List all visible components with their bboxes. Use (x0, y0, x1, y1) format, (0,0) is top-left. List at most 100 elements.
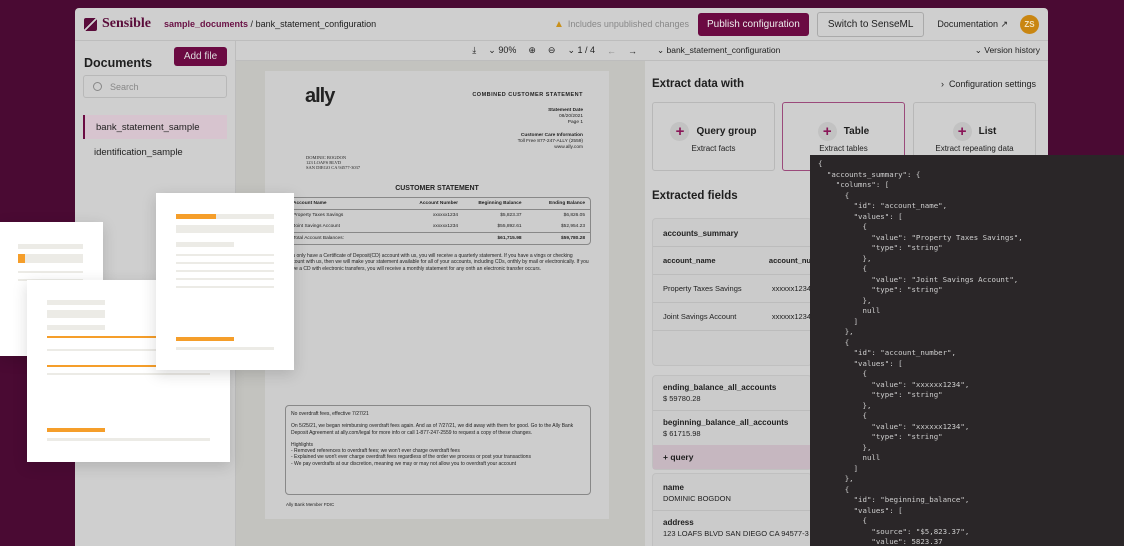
breadcrumb-parent[interactable]: sample_documents (164, 19, 249, 29)
avatar[interactable]: ZS (1020, 14, 1039, 34)
highlights-label: Highlights (291, 442, 313, 449)
cell: Property Taxes Savings (663, 284, 742, 293)
td: xxxxxx1234 (432, 224, 459, 229)
documents-sidebar: Documents Add file Search bank_statement… (75, 41, 236, 546)
documentation-link[interactable]: Documentation ↗ (937, 18, 1008, 29)
publish-button[interactable]: Publish configuration (697, 12, 809, 36)
th: Account Name (293, 201, 327, 206)
col-header: account_name (663, 256, 716, 265)
zoom-select[interactable]: ⌄ 90% (488, 45, 517, 55)
configuration-settings[interactable]: › Configuration settings (940, 79, 1036, 89)
notice-box: No overdraft fees, effective 7/27/21 On … (285, 405, 591, 495)
sensible-logo-icon (84, 17, 97, 31)
brand-name: Sensible (102, 16, 152, 31)
field-key: name (663, 483, 684, 492)
plus-icon: + (952, 122, 972, 141)
bullet: - Explained we won't ever charge overdra… (291, 454, 531, 461)
breadcrumb-sep: / (248, 19, 256, 29)
card-sub: Extract repeating data (935, 144, 1014, 153)
addr-line: 123 LOAFS BLVD (306, 160, 342, 165)
card-title: List (978, 126, 997, 137)
add-file-button[interactable]: Add file (174, 47, 227, 66)
info-fields-card: name DOMINIC BOGDON address 123 LOAFS BLVD… (652, 473, 812, 546)
notice-body: On 5/25/21, we began reimbursing overdra… (291, 423, 574, 436)
page-label: Page 1 (567, 120, 583, 125)
document-page: ally COMBINED CUSTOMER STATEMENT Stateme… (265, 71, 609, 519)
field-key: beginning_balance_all_accounts (663, 418, 789, 427)
th: Ending Balance (549, 201, 586, 206)
brand-logo[interactable]: Sensible (84, 16, 151, 32)
addr-line: DOMINIC BOGDON (306, 155, 347, 160)
next-page-icon[interactable]: → (628, 45, 637, 56)
config-bar: ⌄ bank_statement_configuration ⌄ Version … (645, 41, 1048, 61)
breadcrumb: sample_documents / bank_statement_config… (164, 19, 376, 29)
table-card[interactable]: + Table Extract tables (782, 102, 905, 171)
viewer-toolbar: ⤓ ⌄ 90% ⊕ ⊖ ⌄ 1 / 4 ← → (236, 41, 645, 61)
statement-title: COMBINED CUSTOMER STATEMENT (472, 92, 583, 98)
config-panel: ⌄ bank_statement_configuration ⌄ Version … (645, 41, 1048, 546)
config-settings-label: Configuration settings (948, 79, 1036, 89)
td (395, 236, 458, 241)
site: www.ally.com (554, 145, 583, 150)
page-value: 1 / 4 (577, 45, 595, 55)
balance-fields-card: ending_balance_all_accounts $ 59780.28 be… (652, 375, 812, 470)
td: Joint Savings Account (293, 224, 340, 229)
file-item[interactable]: bank_statement_sample (83, 115, 227, 139)
td: $61,715.98 (497, 236, 522, 241)
config-name: bank_statement_configuration (666, 45, 781, 55)
sidebar-title: Documents (84, 56, 153, 70)
card-sub: Extract tables (819, 144, 868, 153)
td: $59,780.28 (561, 236, 586, 241)
page-select[interactable]: ⌄ 1 / 4 (567, 45, 595, 55)
file-item[interactable]: identification_sample (94, 146, 183, 158)
th: Account Number (419, 201, 459, 206)
accounts-summary-card[interactable]: accounts_summary account_name account_nu … (652, 218, 812, 366)
field-value: $ 61715.98 (663, 429, 701, 438)
top-bar: Sensible sample_documents / bank_stateme… (75, 8, 1048, 41)
date: 08/20/2021 (558, 114, 583, 119)
prev-page-icon[interactable]: ← (607, 45, 616, 56)
td: $5,823.37 (500, 213, 522, 218)
zoom-in-icon[interactable]: ⊕ (528, 45, 536, 55)
config-select[interactable]: ⌄ bank_statement_configuration (657, 45, 781, 55)
table-name: accounts_summary (653, 219, 811, 247)
tollfree: Toll Free 877-247-ALLY (2559) (517, 139, 583, 144)
section-title: CUSTOMER STATEMENT (395, 185, 479, 192)
decorative-doc-card (156, 193, 294, 370)
statement-date-block: Statement Date 08/20/2021 Page 1 (548, 108, 583, 126)
version-history[interactable]: ⌄ Version history (974, 45, 1040, 55)
add-query-button[interactable]: + query (653, 445, 811, 469)
address-block: DOMINIC BOGDON 123 LOAFS BLVD SAN DIEGO CA… (306, 155, 360, 170)
zoom-out-icon[interactable]: ⊖ (547, 45, 556, 55)
cell: xxxxxx1234 (771, 312, 811, 321)
unpublished-warning: ▲ Includes unpublished changes (554, 19, 689, 30)
query-group-card[interactable]: + Query group Extract facts (652, 102, 775, 171)
field-value: $ 59780.28 (663, 394, 701, 403)
td: $55,892.61 (497, 224, 522, 229)
json-output-panel[interactable]: { "accounts_summary": { "columns": [ { "… (810, 155, 1124, 546)
bullet: - We pay overdrafts at our discretion, m… (291, 460, 517, 467)
field-value: 123 LOAFS BLVD SAN DIEGO CA 94577-3 (663, 529, 809, 538)
field-key: address (663, 518, 694, 527)
zoom-value: 90% (498, 45, 517, 55)
td: $6,826.05 (563, 213, 586, 218)
plus-icon: + (817, 122, 837, 141)
card-sub: Extract facts (691, 144, 736, 153)
statement-table: Account Name Account Number Beginning Bala… (287, 197, 591, 245)
search-input[interactable]: Search (83, 75, 227, 98)
breadcrumb-current: bank_statement_configuration (255, 19, 377, 29)
switch-senseml-button[interactable]: Switch to SenseML (816, 11, 925, 37)
date-label: Statement Date (548, 108, 583, 113)
search-icon (93, 82, 102, 91)
warning-text: Includes unpublished changes (567, 19, 689, 29)
addr-line: SAN DIEGO CA 94577-3037 (306, 165, 361, 170)
download-icon[interactable]: ⤓ (472, 45, 477, 55)
td: Property Taxes Savings (293, 213, 344, 218)
statement-paragraph: you only have a Certificate of Deposit(C… (287, 253, 589, 272)
warning-icon: ▲ (553, 18, 564, 30)
cell: xxxxxx1234 (771, 284, 811, 293)
bullet: - Removed references to overdraft fees; … (291, 448, 460, 455)
field-value: DOMINIC BOGDON (663, 494, 731, 503)
plus-icon: + (670, 122, 690, 141)
extract-title: Extract data with (652, 78, 745, 90)
